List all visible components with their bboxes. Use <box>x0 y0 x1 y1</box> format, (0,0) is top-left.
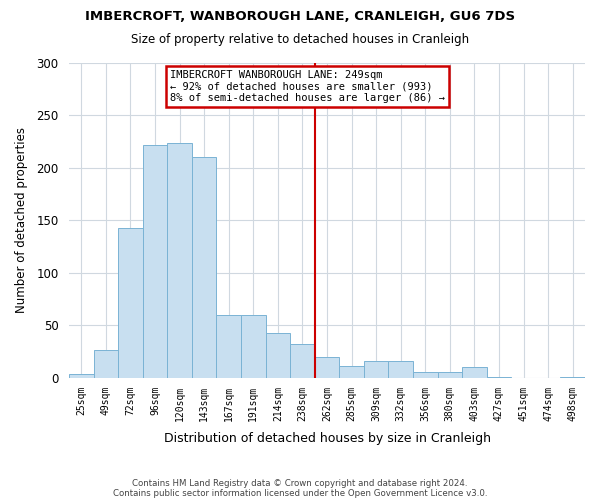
Bar <box>462 368 487 378</box>
Y-axis label: Number of detached properties: Number of detached properties <box>15 127 28 313</box>
Bar <box>437 372 462 378</box>
Bar <box>241 315 266 378</box>
Text: Size of property relative to detached houses in Cranleigh: Size of property relative to detached ho… <box>131 32 469 46</box>
Bar <box>339 366 364 378</box>
Bar <box>413 372 437 378</box>
X-axis label: Distribution of detached houses by size in Cranleigh: Distribution of detached houses by size … <box>163 432 491 445</box>
Bar <box>315 357 339 378</box>
Bar <box>192 157 217 378</box>
Bar <box>217 315 241 378</box>
Text: IMBERCROFT, WANBOROUGH LANE, CRANLEIGH, GU6 7DS: IMBERCROFT, WANBOROUGH LANE, CRANLEIGH, … <box>85 10 515 23</box>
Text: Contains public sector information licensed under the Open Government Licence v3: Contains public sector information licen… <box>113 490 487 498</box>
Bar <box>167 144 192 378</box>
Bar <box>388 361 413 378</box>
Text: IMBERCROFT WANBOROUGH LANE: 249sqm
← 92% of detached houses are smaller (993)
8%: IMBERCROFT WANBOROUGH LANE: 249sqm ← 92%… <box>170 70 445 103</box>
Bar <box>290 344 315 378</box>
Bar <box>94 350 118 378</box>
Text: Contains HM Land Registry data © Crown copyright and database right 2024.: Contains HM Land Registry data © Crown c… <box>132 478 468 488</box>
Bar <box>266 333 290 378</box>
Bar <box>118 228 143 378</box>
Bar <box>364 361 388 378</box>
Bar <box>487 377 511 378</box>
Bar <box>560 377 585 378</box>
Bar <box>143 144 167 378</box>
Bar <box>69 374 94 378</box>
